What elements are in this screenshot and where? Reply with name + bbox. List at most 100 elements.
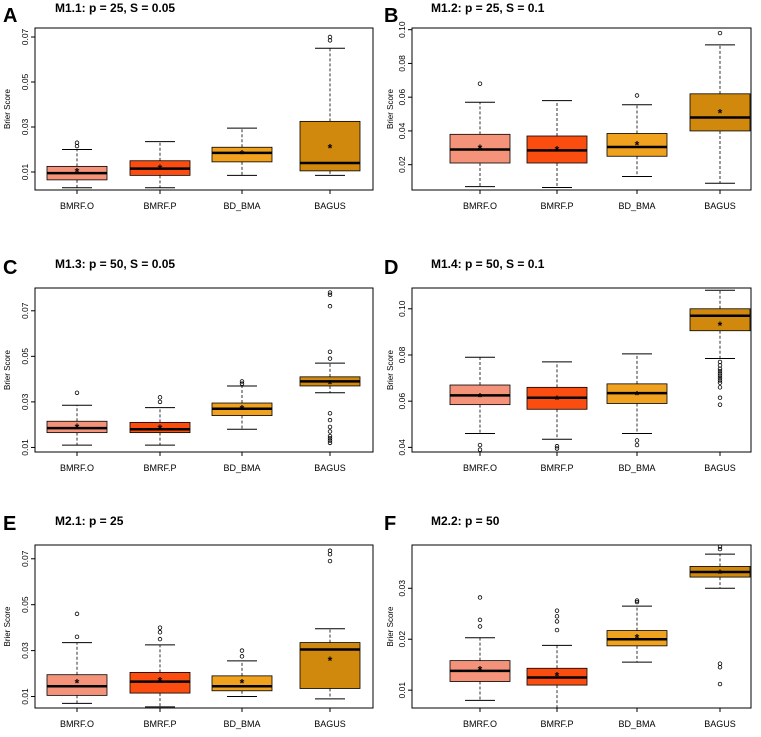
x-tick-label: BMRF.P (540, 719, 573, 729)
box-BAGUS: * BAGUS (299, 548, 361, 729)
mean-marker: * (718, 319, 723, 333)
box-BMRF.O: * BMRF.O (449, 81, 511, 211)
y-axis-label: Brier Score (3, 349, 12, 390)
x-tick-label: BD_BMA (618, 463, 655, 473)
outlier-point (634, 598, 640, 603)
mean-marker: * (478, 663, 483, 677)
mean-marker: * (478, 142, 483, 156)
mean-marker: * (75, 677, 80, 691)
x-tick-label: BAGUS (704, 463, 736, 473)
y-tick-label: 0.03 (20, 118, 30, 135)
plot-frame (411, 27, 752, 191)
x-tick-label: BMRF.O (463, 463, 497, 473)
outlier-point (634, 442, 640, 448)
mean-marker: * (75, 421, 80, 435)
mean-marker: * (240, 147, 245, 161)
outlier-point (717, 385, 723, 390)
box-BAGUS: * BAGUS (299, 34, 361, 211)
mean-marker: * (555, 669, 560, 683)
outlier-point (717, 363, 723, 368)
mean-marker: * (555, 144, 560, 158)
outlier-point (717, 368, 723, 374)
iqr-box (606, 133, 668, 157)
outlier-point (239, 648, 245, 653)
outlier-point (717, 380, 723, 385)
outlier-point (554, 446, 560, 451)
outlier-point (717, 378, 723, 383)
box-BAGUS: * BAGUS (299, 290, 361, 473)
outlier-point (327, 438, 333, 443)
outlier-point (157, 630, 163, 635)
y-axis-label: Brier Score (386, 349, 395, 390)
outlier-point (477, 617, 483, 623)
mean-marker: * (718, 106, 723, 120)
x-tick-label: BD_BMA (223, 201, 260, 211)
y-tick-label: 0.01 (397, 682, 407, 699)
x-tick-label: BD_BMA (223, 463, 260, 473)
y-axis-label: Brier Score (3, 88, 12, 129)
box-BMRF.P: * BMRF.P (526, 100, 588, 211)
y-tick-label: 0.10 (397, 300, 407, 317)
box-BMRF.O: * BMRF.O (46, 611, 108, 729)
outlier-point (239, 379, 245, 384)
outlier-point (717, 366, 723, 372)
box-BD_BMA: * BD_BMA (606, 353, 668, 473)
panel-letter: B (384, 5, 398, 27)
y-tick-label: 0.04 (397, 122, 407, 139)
y-tick-label: 0.01 (20, 688, 30, 705)
x-tick-label: BMRF.O (463, 719, 497, 729)
outlier-point (554, 444, 560, 449)
outlier-point (327, 34, 333, 40)
y-tick-label: 0.05 (20, 348, 30, 365)
outlier-point (327, 304, 333, 309)
outlier-point (74, 140, 80, 145)
y-tick-label: 0.06 (397, 393, 407, 410)
outlier-point (477, 624, 483, 629)
x-tick-label: BD_BMA (618, 201, 655, 211)
iqr-box (211, 146, 273, 163)
panel-E: E M2.1: p = 25 Brier Score 0.01 0.03 0.05 0.07… (3, 513, 374, 729)
box-BMRF.O: * BMRF.O (46, 390, 108, 473)
x-tick-label: BMRF.P (143, 201, 176, 211)
panel-letter: F (384, 513, 396, 535)
plot-frame (34, 287, 374, 453)
x-tick-label: BD_BMA (618, 719, 655, 729)
outlier-point (477, 447, 483, 452)
mean-marker: * (158, 422, 163, 436)
outlier-point (477, 442, 483, 448)
y-tick-label: 0.01 (20, 439, 30, 456)
panel-A: A M1.1: p = 25, S = 0.05 Brier Score 0.01 0.… (3, 1, 374, 211)
box-BMRF.O: * BMRF.O (46, 140, 108, 211)
outlier-point (634, 599, 640, 605)
outlier-point (554, 627, 560, 633)
box-BD_BMA: * BD_BMA (606, 598, 668, 729)
outlier-point (327, 417, 333, 423)
outlier-point (157, 636, 163, 642)
x-tick-label: BAGUS (314, 719, 346, 729)
y-tick-label: 0.05 (20, 73, 30, 90)
x-tick-label: BAGUS (704, 201, 736, 211)
y-tick-label: 0.05 (20, 596, 30, 613)
outlier-point (717, 665, 723, 670)
x-tick-label: BMRF.P (540, 201, 573, 211)
box-BMRF.P: * BMRF.P (129, 625, 191, 729)
y-axis-label: Brier Score (386, 606, 395, 647)
mean-marker: * (328, 654, 333, 668)
outlier-point (554, 614, 560, 619)
y-axis-label: Brier Score (386, 88, 395, 129)
mean-marker: * (158, 162, 163, 176)
mean-marker: * (240, 403, 245, 417)
outlier-point (717, 30, 723, 36)
outlier-point (239, 381, 245, 386)
outlier-point (327, 436, 333, 441)
y-tick-label: 0.03 (20, 393, 30, 410)
panel-F: F M2.2: p = 50 Brier Score 0.01 0.02 0.03 * BMR… (384, 513, 752, 729)
outlier-point (717, 681, 723, 687)
y-tick-label: 0.06 (397, 89, 407, 106)
box-BAGUS: * BAGUS (689, 30, 751, 211)
outlier-point (74, 611, 80, 617)
outlier-point (717, 402, 723, 407)
panel-title: M2.1: p = 25 (55, 514, 124, 528)
box-BD_BMA: * BD_BMA (606, 93, 668, 211)
